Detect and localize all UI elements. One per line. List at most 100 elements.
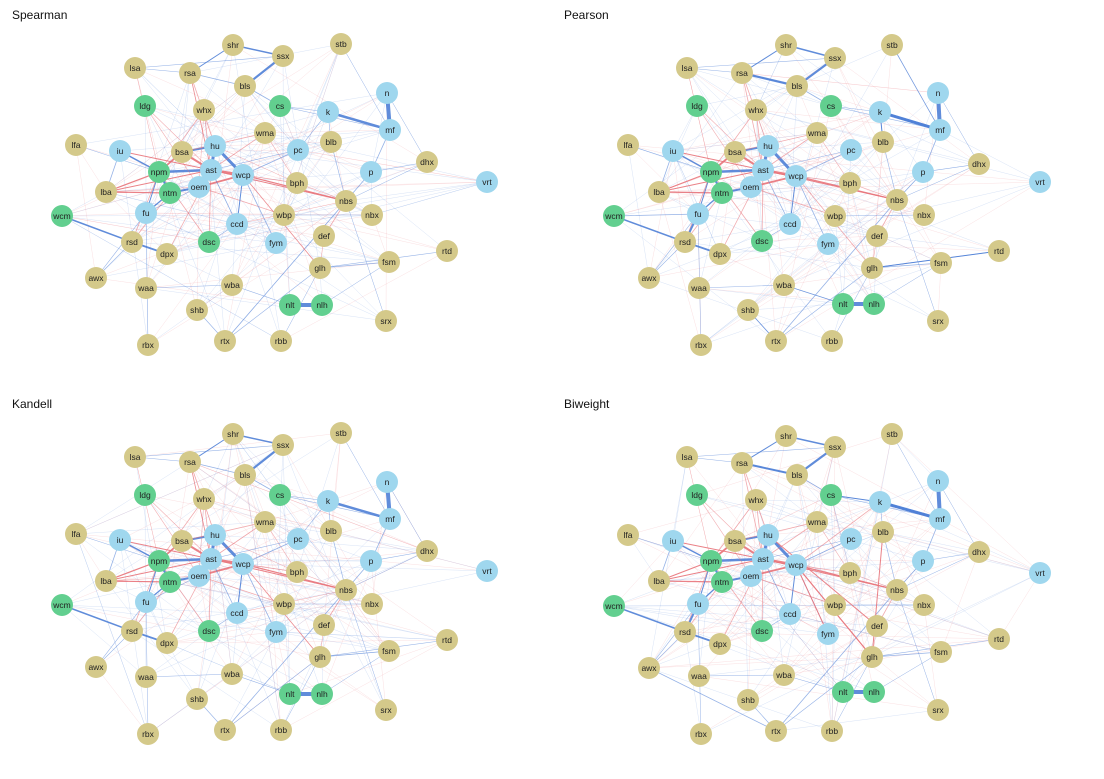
edge-fu-wbp [145,212,285,216]
edge-awx-nlt [95,277,291,306]
node-label: ast [757,165,769,175]
edge-fym-p [827,171,924,245]
node-circle [866,615,888,637]
node-fsm: fsm [930,252,952,274]
node-circle [272,434,294,456]
edge-srx-ssx [282,444,387,711]
node-circle [638,267,660,289]
edge-blb-hu [214,141,332,147]
node-circle [638,657,660,679]
node-circle [700,161,722,183]
node-rbb: rbb [270,719,292,741]
edge-wcm-dsc [61,215,210,243]
node-label: rsd [126,237,138,247]
node-label: rsd [679,237,691,247]
edge-ntm-nlh [721,581,875,693]
node-circle [376,82,398,104]
edge-wcm-nlh [613,605,875,693]
edge-glh-fsm [319,261,390,269]
node-nlt: nlt [279,294,301,316]
edge-n-dhx [937,480,980,553]
node-label: rsd [126,626,138,636]
node-pc: pc [287,528,309,550]
edge-stb-blb [330,432,342,532]
node-shr: shr [222,34,244,56]
node-circle [929,119,951,141]
node-def: def [866,615,888,637]
node-label: nbx [917,210,931,220]
edge-fym-dpx [719,243,829,255]
node-label: srx [380,316,392,326]
node-circle [724,530,746,552]
edge-wcm-rsd [613,605,686,633]
node-label: cs [827,490,836,500]
node-circle [179,62,201,84]
edge-hu-bph [214,145,298,184]
node-circle [686,484,708,506]
node-label: dsc [755,236,769,246]
edge-stb-bls [796,44,893,87]
edge-rsa-lba [658,462,743,582]
node-label: glh [866,263,878,273]
node-circle [135,277,157,299]
node-pc: pc [840,528,862,550]
edge-layer [61,43,488,346]
node-circle [124,446,146,468]
node-circle [737,689,759,711]
node-npm: npm [700,550,722,572]
edge-bsa-cs [734,494,832,542]
node-label: wba [223,280,240,290]
edge-nbs-rtx [775,589,898,732]
node-label: p [369,556,374,566]
edge-glh-bph [849,182,873,269]
node-label: oem [743,571,760,581]
node-circle [221,663,243,685]
edge-shb-wcp [196,174,244,311]
edge-nbs-oem [198,575,347,591]
edge-wma-fsm [264,521,390,652]
node-label: waa [690,283,707,293]
edge-rtd-wbp [283,214,448,252]
node-label: lsa [682,63,693,73]
node-circle [785,554,807,576]
node-ntm: ntm [711,182,733,204]
node-label: rsa [184,457,196,467]
node-circle [927,82,949,104]
node-mf: mf [929,508,951,530]
edge-iu-ast [119,150,212,171]
node-ssx: ssx [824,47,846,69]
node-circle [676,446,698,468]
edge-rbb-rsd [131,630,282,731]
node-label: fym [269,238,283,248]
node-label: bsa [728,536,742,546]
node-label: hu [210,530,220,540]
node-circle [65,134,87,156]
node-circle [773,274,795,296]
edge-whx-fu [145,498,205,603]
node-circle [676,57,698,79]
edge-awx-wcp [648,564,797,669]
panel-title-spearman: Spearman [12,8,68,22]
edge-iu-wma [672,132,818,152]
edge-pc-whx [755,499,852,540]
node-wcm: wcm [51,594,73,616]
node-label: iu [117,146,124,156]
panel-biweight: Biweight shr stb ssx lsa rsa bls n ldg whx cs k mf l… [552,389,1104,778]
edge-fsm-nbs [345,589,390,652]
node-npm: npm [148,161,170,183]
node-label: srx [932,705,944,715]
edge-blb-glh [871,141,884,269]
edge-dhx-fsm [940,551,980,653]
edge-lsa-ssx [134,55,284,69]
node-label: vrt [482,177,492,187]
node-nbx: nbx [913,594,935,616]
node-label: def [318,620,330,630]
edge-ssx-dhx [834,57,980,165]
edge-srx-rtx [775,709,939,732]
edge-rbb-bls [244,474,282,731]
edge-dpx-vrt [166,181,488,255]
edge-rsa-ast [741,72,764,171]
node-label: dpx [713,249,727,259]
node-circle [913,204,935,226]
node-circle [927,310,949,332]
